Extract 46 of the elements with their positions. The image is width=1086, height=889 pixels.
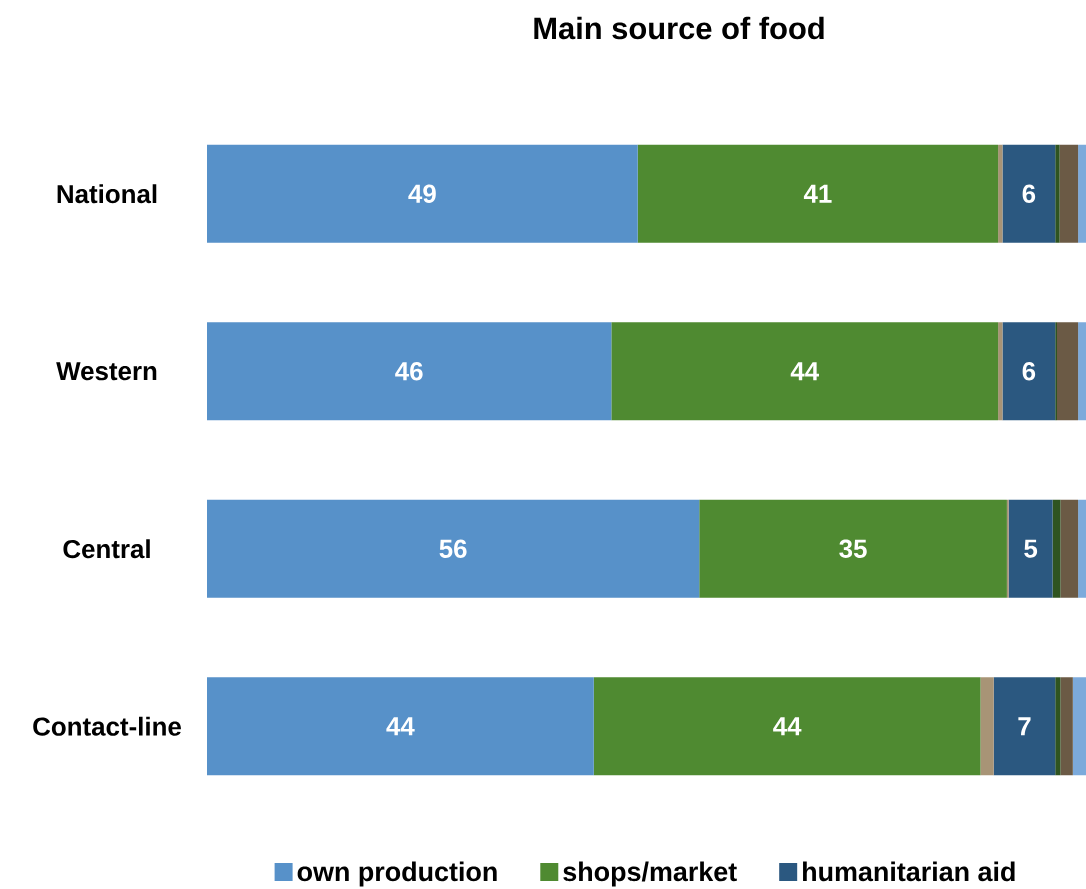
bar bbox=[998, 322, 1003, 421]
bar bbox=[1055, 677, 1061, 776]
y-tick-label: National bbox=[57, 184, 157, 204]
data-label: 46 bbox=[395, 362, 423, 381]
bar bbox=[1060, 677, 1073, 776]
data-label: 5 bbox=[1024, 539, 1038, 558]
data-label: 6 bbox=[1022, 362, 1036, 381]
data-label: 6 bbox=[1022, 184, 1036, 203]
data-label: 41 bbox=[803, 184, 832, 203]
chart-title: Main source of food bbox=[534, 16, 824, 40]
bar bbox=[998, 144, 1003, 243]
bar bbox=[1060, 499, 1079, 598]
bar bbox=[1057, 322, 1079, 421]
bar bbox=[207, 677, 594, 776]
bar bbox=[1052, 499, 1061, 598]
bar bbox=[1078, 144, 1086, 243]
bar bbox=[1008, 499, 1053, 598]
bar bbox=[993, 677, 1056, 776]
bar bbox=[593, 677, 981, 776]
bar bbox=[1078, 322, 1086, 421]
bar bbox=[207, 499, 700, 598]
bar bbox=[1055, 144, 1060, 243]
data-label: 56 bbox=[439, 539, 467, 558]
legend-label: own production bbox=[297, 861, 497, 887]
data-label: 49 bbox=[408, 184, 436, 203]
bar bbox=[207, 322, 612, 421]
data-label: 44 bbox=[386, 717, 415, 736]
bar bbox=[1002, 144, 1056, 243]
bar bbox=[207, 144, 638, 243]
bar bbox=[699, 499, 1007, 598]
y-tick-label: Contact-line bbox=[33, 716, 181, 736]
data-label: 44 bbox=[773, 717, 802, 736]
bar bbox=[1072, 677, 1086, 776]
bar bbox=[1059, 144, 1079, 243]
y-tick-label: Central bbox=[63, 539, 150, 559]
bar bbox=[1078, 499, 1086, 598]
y-tick-label: Western bbox=[56, 362, 157, 381]
bar bbox=[1002, 322, 1056, 421]
data-label: 35 bbox=[839, 539, 867, 558]
bar bbox=[611, 322, 999, 421]
legend-label: shops/market bbox=[563, 861, 737, 887]
bar bbox=[637, 144, 999, 243]
legend-label: humanitarian aid bbox=[803, 861, 1015, 882]
data-label: 44 bbox=[790, 362, 819, 381]
bar bbox=[980, 677, 994, 776]
data-label: 7 bbox=[1018, 717, 1031, 736]
